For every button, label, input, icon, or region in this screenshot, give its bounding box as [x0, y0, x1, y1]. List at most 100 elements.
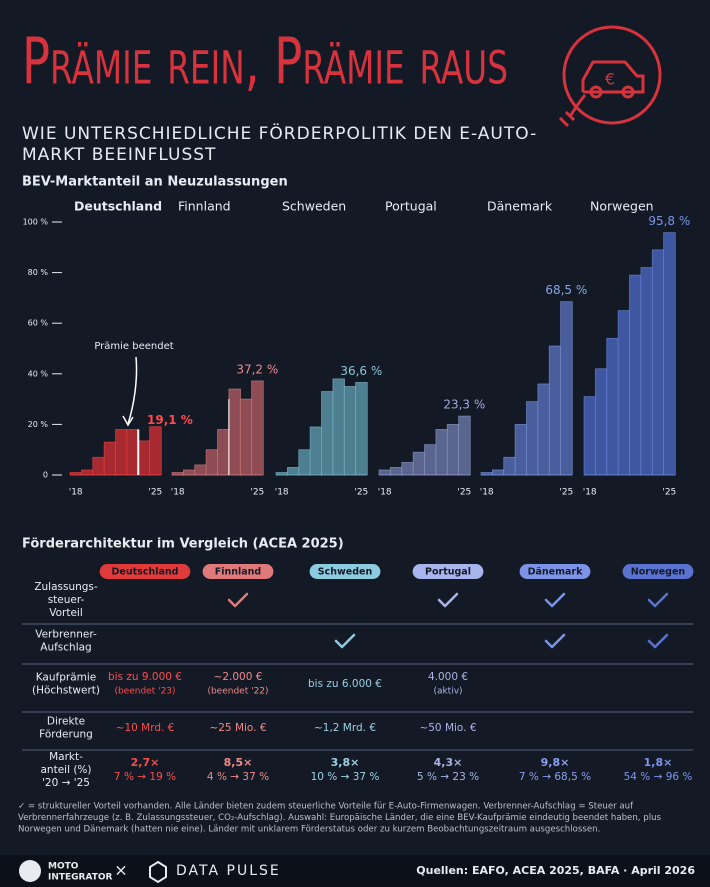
column-pill	[519, 564, 591, 579]
y-tick-label: 0	[43, 471, 48, 480]
column-header: Finnland	[215, 567, 262, 578]
row-label: '20 → '25	[42, 777, 90, 789]
value-label: 36,6 %	[340, 364, 382, 378]
check-mark	[647, 633, 669, 649]
x-tick-label: '25	[250, 488, 264, 498]
separator: ×	[114, 861, 127, 880]
cell-sub: 5 % → 23 %	[417, 771, 479, 783]
bar	[137, 440, 151, 476]
check-mark	[647, 592, 669, 608]
panel-title: Schweden	[282, 199, 346, 214]
bar	[217, 429, 230, 476]
x-tick-label: '18	[378, 488, 392, 498]
y-tick-label: 40 %	[28, 369, 49, 378]
bar	[435, 429, 448, 476]
panel-title: Finnland	[178, 199, 231, 214]
row-label: Markt-	[49, 751, 83, 763]
panel-title: Norwegen	[590, 199, 654, 214]
bar	[629, 274, 642, 476]
bar	[321, 391, 334, 476]
svg-text:€: €	[605, 70, 615, 89]
bar	[92, 456, 105, 476]
check-mark	[334, 633, 356, 649]
row-label: Zulassungs-	[34, 581, 98, 593]
bar	[526, 401, 539, 476]
bar	[583, 396, 597, 476]
check-mark	[227, 592, 249, 608]
bar	[286, 467, 300, 476]
brand-logo	[19, 860, 41, 882]
footer-bar	[0, 855, 710, 887]
panel-title: Dänemark	[487, 199, 553, 214]
bar	[332, 378, 345, 476]
cell-sub: (beendet '23)	[114, 687, 175, 697]
cell-main: 8,5×	[224, 756, 253, 769]
bar	[491, 469, 505, 476]
cell-main: 9,8×	[541, 756, 570, 769]
cell-sub: 54 % → 96 %	[624, 771, 693, 783]
subtitle: MARKT BEEINFLUSST	[22, 145, 216, 165]
cell-sub: (aktiv)	[433, 687, 462, 697]
footnote: Verbrennerfahrzeuge (z. B. Zulassungsste…	[18, 813, 662, 823]
cell-sub: 10 % → 37 %	[311, 771, 380, 783]
cell-sub: 7 % → 68,5 %	[519, 771, 591, 783]
column-header: Norwegen	[631, 567, 686, 578]
column-header: Schweden	[318, 567, 373, 578]
x-tick-label: '25	[354, 488, 368, 498]
source: Quellen: EAFO, ACEA 2025, BAFA · April 2…	[416, 864, 695, 877]
bar	[80, 469, 94, 476]
x-tick-label: '18	[583, 488, 597, 498]
y-tick-label: 100 %	[23, 218, 49, 227]
x-tick-label: '18	[69, 488, 83, 498]
annotation-arrow	[122, 356, 138, 427]
bar	[514, 423, 528, 476]
y-tick-label: 60 %	[28, 319, 49, 328]
bar	[594, 368, 608, 476]
cell-sub: (beendet '22)	[207, 687, 268, 697]
bar	[548, 345, 562, 476]
brand-logo	[149, 860, 167, 884]
y-tick-label: 80 %	[28, 268, 49, 277]
bar	[560, 301, 573, 476]
value-label: 68,5 %	[545, 283, 587, 297]
footnote: ✓ = struktureller Vorteil vorhanden. All…	[18, 802, 634, 812]
brand: DATA PULSE	[176, 863, 281, 879]
bar	[239, 398, 253, 476]
bar	[355, 382, 368, 476]
cell-main: 4.000 €	[428, 671, 468, 683]
cell-main: 1,8×	[644, 756, 673, 769]
bar	[412, 451, 426, 476]
bar	[446, 423, 460, 476]
cell-sub: 4 % → 37 %	[207, 771, 269, 783]
bar	[115, 429, 128, 476]
y-tick-label: 20 %	[28, 420, 49, 429]
bar	[149, 426, 162, 476]
column-pill	[412, 564, 484, 579]
cell-main: 3,8×	[331, 756, 360, 769]
column-header: Dänemark	[528, 567, 583, 578]
bar	[503, 456, 516, 476]
x-tick-label: '25	[148, 488, 162, 498]
cell-sub: 7 % → 19 %	[114, 771, 176, 783]
bar	[617, 310, 631, 476]
annotation: Prämie beendet	[94, 341, 173, 352]
column-pill	[622, 564, 694, 579]
row-label: anteil (%)	[40, 764, 91, 776]
table-title: Förderarchitektur im Vergleich (ACEA 202…	[22, 537, 344, 552]
bar	[298, 449, 311, 476]
bar	[251, 380, 264, 476]
bar	[651, 249, 665, 476]
brand: INTEGRATOR	[48, 873, 113, 883]
row-label: Kaufprämie	[36, 672, 97, 684]
x-tick-label: '25	[559, 488, 573, 498]
bar	[401, 461, 414, 476]
value-label: 19,1 %	[147, 413, 193, 427]
x-tick-label: '25	[457, 488, 471, 498]
column-header: Portugal	[425, 567, 471, 578]
car-icon: €	[558, 25, 662, 128]
bar	[194, 464, 207, 476]
bar	[606, 337, 619, 476]
brand: MOTO	[48, 862, 79, 872]
row-label: Vorteil	[49, 607, 83, 619]
